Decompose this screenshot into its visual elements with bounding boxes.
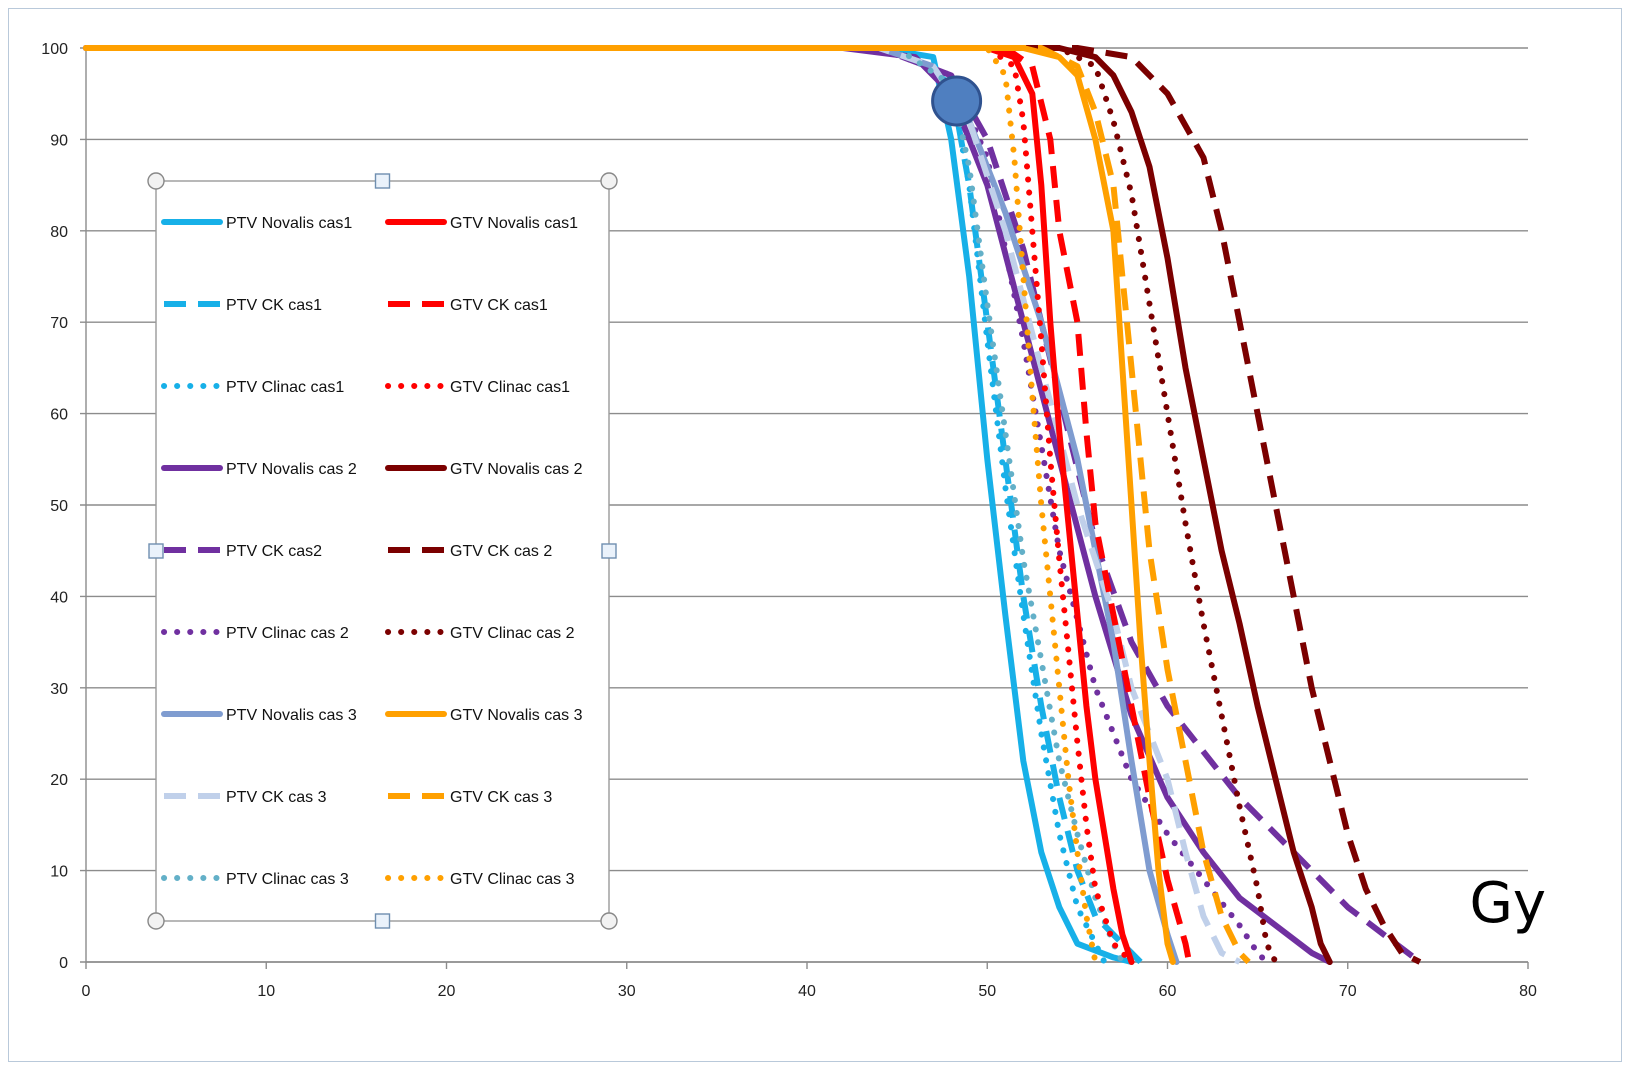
legend-label: PTV CK cas2 bbox=[226, 543, 322, 560]
series-line-11 bbox=[86, 45, 1193, 963]
x-tick-label: 70 bbox=[1339, 983, 1357, 1000]
legend-label: PTV Novalis cas 2 bbox=[226, 461, 357, 478]
x-tick-label: 10 bbox=[257, 983, 275, 1000]
x-tick-label: 40 bbox=[798, 983, 816, 1000]
y-tick-label: 80 bbox=[50, 224, 68, 241]
series-line-12 bbox=[83, 45, 1135, 965]
series-line-5 bbox=[86, 45, 1422, 965]
legend-label: GTV Clinac cas1 bbox=[450, 379, 570, 396]
x-tick-label: 20 bbox=[438, 983, 456, 1000]
selection-handles[interactable] bbox=[147, 172, 618, 930]
y-tick-label: 100 bbox=[41, 41, 68, 58]
y-tick-label: 20 bbox=[50, 772, 68, 789]
legend: PTV Novalis cas1 PTV CK cas1 PTV Clinac ca… bbox=[155, 180, 610, 922]
series-line-4 bbox=[83, 45, 1333, 965]
legend-label: PTV Novalis cas 3 bbox=[226, 707, 357, 724]
unit-label: Gy bbox=[1469, 871, 1546, 936]
series-line-10 bbox=[83, 45, 1135, 965]
axes: 0 10 20 30 40 50 60 70 80 90 100 0 10 20 30 40 50 60 70 80 bbox=[41, 41, 1537, 1000]
legend-label: GTV CK cas 3 bbox=[450, 789, 552, 806]
y-tick-label: 90 bbox=[50, 132, 68, 149]
legend-label: PTV Novalis cas1 bbox=[226, 215, 352, 232]
resize-handle-side[interactable] bbox=[148, 543, 164, 559]
data-point-marker[interactable] bbox=[931, 75, 983, 127]
legend-label: GTV CK cas1 bbox=[450, 297, 548, 314]
series-line-1 bbox=[83, 45, 1135, 965]
x-tick-label: 30 bbox=[618, 983, 636, 1000]
y-tick-label: 40 bbox=[50, 589, 68, 606]
x-tick-label: 60 bbox=[1159, 983, 1177, 1000]
resize-handle-side[interactable] bbox=[374, 913, 391, 929]
y-tick-label: 50 bbox=[50, 498, 68, 515]
chart-area bbox=[8, 8, 1622, 1062]
resize-handle-corner[interactable] bbox=[600, 912, 618, 930]
legend-label: PTV Clinac cas1 bbox=[226, 379, 344, 396]
series-line-17 bbox=[86, 45, 1251, 965]
legend-label: GTV CK cas 2 bbox=[450, 543, 552, 560]
legend-label: GTV Clinac cas 3 bbox=[450, 871, 575, 888]
x-tick-label: 80 bbox=[1519, 983, 1537, 1000]
series-line-13 bbox=[83, 45, 1333, 965]
legend-label: GTV Novalis cas 2 bbox=[450, 461, 583, 478]
legend-box[interactable] bbox=[155, 180, 610, 922]
y-tick-label: 60 bbox=[50, 407, 68, 424]
y-tick-label: 0 bbox=[59, 955, 68, 972]
y-tick-label: 70 bbox=[50, 315, 68, 332]
legend-label: PTV Clinac cas 2 bbox=[226, 625, 349, 642]
y-tick-label: 10 bbox=[50, 864, 68, 881]
series-line-6 bbox=[83, 45, 1270, 965]
resize-handle-corner[interactable] bbox=[147, 912, 165, 930]
legend-label: PTV CK cas 3 bbox=[226, 789, 327, 806]
resize-handle-corner[interactable] bbox=[147, 172, 165, 190]
series-line-16 bbox=[83, 45, 1176, 965]
resize-handle-corner[interactable] bbox=[600, 172, 618, 190]
resize-handle-side[interactable] bbox=[601, 543, 617, 559]
series-line-18 bbox=[83, 45, 1099, 965]
legend-label: GTV Clinac cas 2 bbox=[450, 625, 575, 642]
resize-handle-side[interactable] bbox=[374, 173, 391, 189]
legend-label: PTV CK cas1 bbox=[226, 297, 322, 314]
x-tick-label: 50 bbox=[978, 983, 996, 1000]
y-tick-label: 30 bbox=[50, 681, 68, 698]
x-tick-label: 0 bbox=[82, 983, 91, 1000]
series-line-15 bbox=[83, 45, 1279, 965]
series-line-8 bbox=[86, 45, 1241, 965]
legend-label: GTV Novalis cas 3 bbox=[450, 707, 583, 724]
legend-label: GTV Novalis cas1 bbox=[450, 215, 578, 232]
legend-label: PTV Clinac cas 3 bbox=[226, 871, 349, 888]
